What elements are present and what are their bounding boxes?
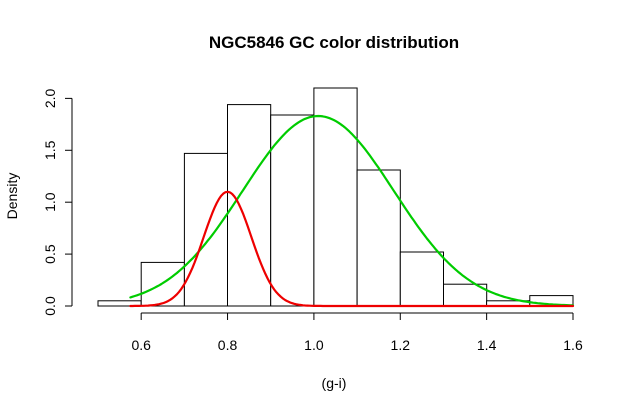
x-axis: 0.6 0.8 1.0 1.2 1.4 1.6 [131,312,583,353]
x-tick-label: 0.8 [218,337,238,353]
histogram-bar-5 [313,87,358,307]
histogram-bars [97,87,574,307]
y-tick-label: 2.0 [42,88,58,108]
x-tick-label: 0.6 [131,337,151,353]
x-tick-label: 1.0 [304,337,324,353]
x-tick-label: 1.2 [391,337,411,353]
y-tick-label: 1.5 [42,140,58,160]
density-curves [129,114,575,308]
y-tick-label: 1.0 [42,192,58,212]
x-tick-label: 1.4 [477,337,497,353]
y-axis-label: Density [4,173,20,220]
histogram-bar-2 [183,152,229,307]
histogram-bar-7 [399,251,444,307]
x-axis-label: (g-i) [322,375,347,391]
green-density-curve [129,114,575,307]
y-tick-label: 0.5 [42,244,58,264]
chart-title: NGC5846 GC color distribution [209,33,459,52]
histogram-bar-6 [356,169,401,307]
y-axis: 0.0 0.5 1.0 1.5 2.0 [42,88,73,316]
x-tick-label: 1.6 [563,337,583,353]
red-density-curve [129,190,575,308]
y-tick-label: 0.0 [42,296,58,316]
